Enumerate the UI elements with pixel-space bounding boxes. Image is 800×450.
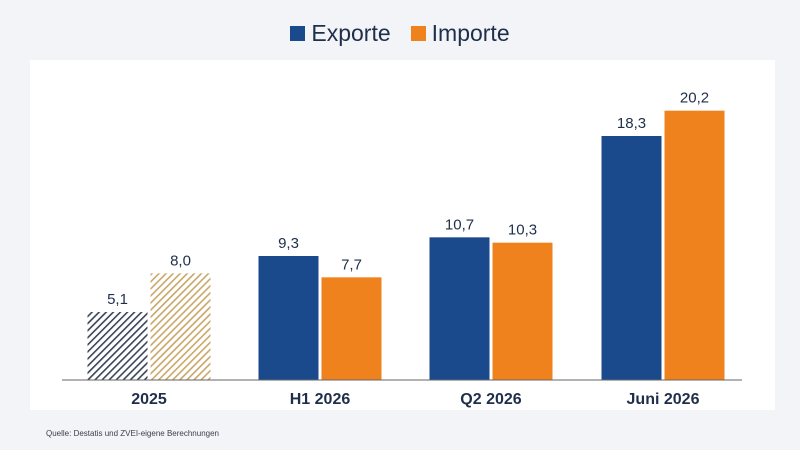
value-label-imports-1: 7,7 [341,256,362,273]
chart-legend: Exporte Importe [0,20,800,47]
value-label-imports-2: 10,3 [508,222,537,239]
value-label-exports-1: 9,3 [278,235,299,252]
bar-exports-2 [429,237,490,380]
legend-item-imports: Importe [410,20,510,47]
bar-exports-1 [258,256,319,380]
legend-swatch-exports [290,26,306,41]
value-label-exports-2: 10,7 [445,216,474,233]
legend-swatch-imports [410,26,426,41]
category-label-0: 2025 [131,391,167,408]
category-label-1: H1 2026 [290,391,351,408]
bar-exports-0 [87,312,148,380]
bar-imports-0 [150,273,211,380]
bar-imports-1 [321,277,382,380]
bar-exports-3 [601,136,662,380]
bar-imports-3 [664,110,725,381]
bar-imports-2 [492,242,553,380]
value-label-imports-3: 20,2 [680,90,709,107]
legend-item-exports: Exporte [290,20,391,47]
legend-label-exports: Exporte [311,20,391,46]
legend-label-imports: Importe [431,20,510,46]
value-label-imports-0: 8,0 [170,252,191,269]
value-label-exports-3: 18,3 [617,115,646,132]
value-label-exports-0: 5,1 [107,291,128,308]
category-label-3: Juni 2026 [627,391,700,408]
category-label-2: Q2 2026 [460,391,521,408]
source-note: Quelle: Destatis und ZVEI-eigene Berechn… [46,429,219,438]
